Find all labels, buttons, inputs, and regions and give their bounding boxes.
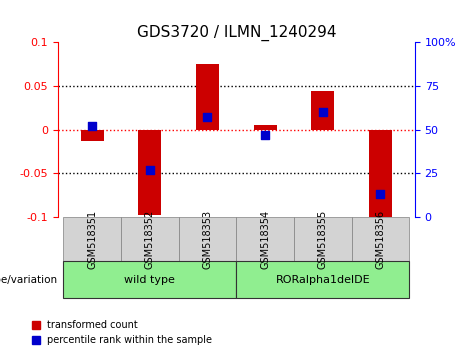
FancyBboxPatch shape — [236, 261, 409, 298]
FancyBboxPatch shape — [179, 217, 236, 261]
Point — [204, 115, 211, 120]
Legend: transformed count, percentile rank within the sample: transformed count, percentile rank withi… — [28, 316, 216, 349]
Point — [146, 167, 154, 173]
Bar — [254, 125, 277, 130]
Bar — [196, 64, 219, 130]
Point — [319, 109, 326, 115]
Text: wild type: wild type — [124, 275, 175, 285]
Point — [261, 132, 269, 138]
Text: GSM518351: GSM518351 — [87, 210, 97, 269]
Bar — [81, 130, 104, 141]
Text: GSM518356: GSM518356 — [375, 210, 385, 269]
Text: GSM518353: GSM518353 — [202, 210, 213, 269]
Point — [89, 124, 96, 129]
Text: GSM518352: GSM518352 — [145, 209, 155, 269]
FancyBboxPatch shape — [121, 217, 179, 261]
Bar — [311, 91, 334, 130]
Text: genotype/variation: genotype/variation — [0, 275, 58, 285]
FancyBboxPatch shape — [351, 217, 409, 261]
FancyBboxPatch shape — [64, 261, 236, 298]
Text: GSM518355: GSM518355 — [318, 209, 328, 269]
FancyBboxPatch shape — [294, 217, 351, 261]
Bar — [369, 130, 392, 217]
Text: RORalpha1delDE: RORalpha1delDE — [275, 275, 370, 285]
Title: GDS3720 / ILMN_1240294: GDS3720 / ILMN_1240294 — [136, 25, 336, 41]
Text: GSM518354: GSM518354 — [260, 210, 270, 269]
Point — [377, 192, 384, 197]
FancyBboxPatch shape — [236, 217, 294, 261]
FancyBboxPatch shape — [64, 217, 121, 261]
Bar — [138, 130, 161, 215]
